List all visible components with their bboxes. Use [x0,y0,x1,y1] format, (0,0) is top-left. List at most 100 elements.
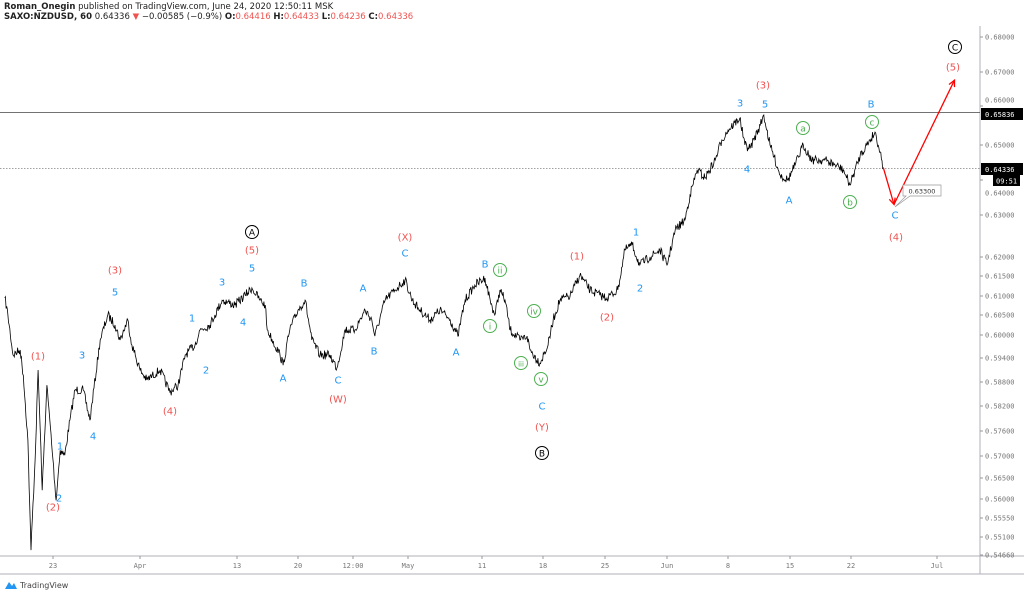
wave-label: C [952,44,958,54]
price-tick-label: 0.55100 [985,534,1015,542]
time-tick-label: 25 [601,562,609,570]
wave-circle [245,225,259,239]
price-tick-label: 0.55550 [985,515,1015,523]
price-tick-label: 0.58800 [985,379,1015,387]
wave-label: (Y) [535,423,549,434]
price-tick-label: 0.56000 [985,496,1015,504]
wave-label: 1 [189,314,195,325]
wave-label: A [249,229,256,239]
projection-arrow-segment[interactable] [882,167,895,205]
wave-label: (W) [329,395,347,406]
wave-label: iv [530,308,539,318]
brand-name: TradingView [20,580,69,590]
time-tick-label: Jun [661,562,674,570]
time-tick-label: 8 [726,562,730,570]
open-value: 0.64416 [235,12,271,22]
time-tick-label: 18 [539,562,547,570]
wave-label: i [489,323,492,333]
wave-circle [796,121,810,135]
wave-label: (1) [31,352,45,363]
wave-label: B [539,450,545,460]
wave-label: A [453,348,460,359]
wave-label: 4 [240,318,246,329]
time-tick-label: 15 [786,562,794,570]
resistance-price-label: 0.65836 [981,108,1023,120]
bar-countdown: 09:51 [996,178,1017,186]
wave-label: (2) [600,313,614,324]
price-tick-label: 0.56500 [985,475,1015,483]
wave-annotations: (1) (2) 1 2 3 4 5 (3) (4) 1 2 3 4 5 (5) A A B C (W) A B C (X) A B… [31,40,962,514]
price-tick-label: 0.60000 [985,332,1015,340]
tradingview-logo[interactable]: TradingView [4,580,68,590]
wave-label: (1) [570,252,584,263]
price-tick-label: 0.57000 [985,453,1015,461]
price-change: −0.00585 (−0.9%) [141,12,223,22]
open-label: O: [224,12,236,22]
countdown-box [993,175,1020,186]
price-tick-label: 0.61000 [985,293,1015,301]
time-tick-label: Apr [134,562,147,570]
current-price-label: 0.64336 09:51 [981,163,1023,186]
close-value: 0.64336 [378,12,414,22]
down-triangle-icon: ▼ [132,12,140,22]
last-price: 0.64336 [94,12,130,22]
wave-label: C [892,211,899,222]
price-tick-label: 0.61500 [985,273,1015,281]
wave-label: 1 [633,228,639,239]
wave-label: 5 [112,288,118,299]
time-axis[interactable]: 23 Apr 13 20 12:00 May 11 18 25 Jun 8 15 22 Jul [49,556,944,570]
publish-text: published on TradingView.com, June 24, 2… [78,2,334,12]
author-name[interactable]: Roman_Onegin [4,2,76,12]
price-tick-label: 0.62000 [985,254,1015,262]
time-tick-label: Jul [931,562,944,570]
wave-label: 4 [744,165,750,176]
wave-circle [527,304,541,318]
price-axis[interactable]: 0.68000 0.67000 0.66000 0.65000 0.64000 0.630… [980,34,1015,560]
wave-circle [483,319,497,333]
wave-label: 3 [79,351,85,362]
symbol-info: SAXO:NZDUSD, 60 0.64336 ▼ −0.00585 (−0.9… [4,12,413,22]
price-tick-label: 0.64000 [985,190,1015,198]
axes [0,26,1024,575]
resistance-price-box [981,108,1023,120]
resistance-price-text: 0.65836 [985,111,1015,119]
wave-circle [534,372,548,386]
wave-label: b [847,199,853,209]
price-tick-label: 0.63000 [985,212,1015,220]
high-label: H: [273,12,284,22]
projection-arrow-segment[interactable] [893,79,956,205]
low-label: L: [321,12,331,22]
wave-label: 2 [203,366,209,377]
wave-label: B [371,347,378,358]
wave-label: (5) [946,63,960,74]
time-tick-label: 23 [49,562,57,570]
time-tick-label: May [402,562,415,570]
price-tick-label: 0.66000 [985,97,1015,105]
symbol-name: SAXO:NZDUSD, 60 [4,12,93,22]
time-tick-label: 12:00 [342,562,363,570]
wave-label: (5) [245,246,259,257]
publish-info: Roman_Onegin published on TradingView.co… [4,2,333,12]
wave-label: C [539,402,546,413]
time-tick-label: 20 [294,562,302,570]
wave-label: 3 [737,99,743,110]
wave-circle [948,40,962,54]
price-tick-label: 0.60500 [985,312,1015,320]
wave-label: (X) [398,233,413,244]
price-tick-label: 0.54660 [985,552,1015,560]
projection-arrows[interactable] [882,78,956,206]
tradingview-icon [5,582,17,589]
wave-label: C [335,376,342,387]
callout-box [894,184,942,208]
target-callout[interactable]: 0.63300 [894,184,942,208]
high-value: 0.64433 [283,12,320,22]
arrowhead-icon [948,78,956,88]
wave-label: 5 [762,100,768,111]
time-tick-label: 13 [233,562,241,570]
price-series-line [4,114,884,551]
wave-label: (3) [756,81,770,92]
wave-label: c [870,119,875,129]
time-tick-label: 22 [847,562,855,570]
wave-label: 3 [219,278,225,289]
